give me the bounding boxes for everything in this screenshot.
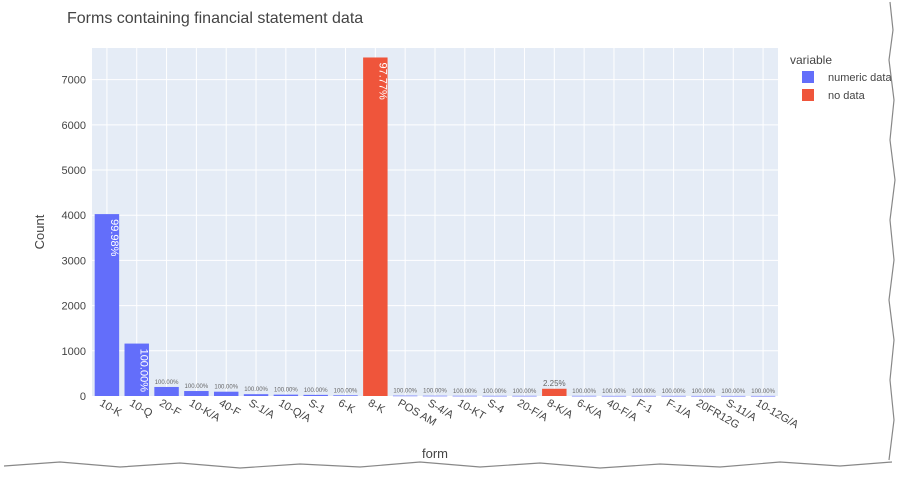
bar-numeric-data[interactable]: [512, 395, 537, 397]
bar-data-label: 100.00%: [393, 389, 417, 395]
x-tick-label: 10-Q: [127, 397, 155, 420]
bar-data-label: 100.00%: [662, 389, 686, 395]
y-tick-label: 6000: [62, 120, 86, 132]
x-tick-label: 10-K/A: [187, 397, 223, 425]
bar-data-label: 100.00%: [632, 389, 656, 395]
bar-data-label: 100.00%: [214, 385, 238, 391]
bar-numeric-data[interactable]: [661, 395, 686, 397]
bar-numeric-data[interactable]: [721, 395, 746, 397]
x-tick-label: 10-K: [97, 397, 124, 419]
x-tick-label: S-1/A: [247, 397, 277, 421]
grid: [92, 48, 778, 396]
bar-data-label: 2.25%: [543, 379, 566, 388]
x-tick-label: S-4: [485, 397, 506, 416]
bar-numeric-data[interactable]: [601, 395, 627, 397]
y-tick-label: 4000: [62, 210, 86, 222]
bar-data-label: 100.00%: [304, 388, 328, 394]
x-tick-label: 6-K: [336, 397, 357, 416]
bar-numeric-data[interactable]: [691, 395, 716, 397]
legend-label-no-data: no data: [828, 90, 866, 102]
bar-numeric-data[interactable]: [452, 395, 478, 397]
bar-numeric-data[interactable]: [571, 395, 597, 397]
x-axis-ticks: 10-K 10-Q 20-F 10-K/A40-F S-1/A 10-Q/AS-1 6-K 8…: [97, 397, 801, 431]
x-tick-label: 20-F: [157, 397, 183, 419]
bar-data-label: 100.00%: [602, 389, 626, 395]
y-axis-label: Count: [32, 214, 47, 249]
y-tick-label: 2000: [62, 301, 86, 313]
torn-edge-bottom: [3, 461, 893, 469]
bar-no-data[interactable]: [363, 57, 388, 397]
y-tick-label: 1000: [62, 346, 86, 358]
bar-inside-label: 99.98%: [108, 219, 120, 257]
x-tick-label: 8-K: [366, 397, 387, 416]
legend-item-numeric-data[interactable]: numeric data: [802, 71, 892, 84]
x-tick-label: F-1/A: [664, 397, 694, 421]
bar-data-label: 100.00%: [513, 389, 537, 395]
x-tick-label: 10-KT: [455, 397, 487, 423]
y-tick-label: 5000: [62, 165, 86, 177]
bar-numeric-data[interactable]: [184, 391, 209, 396]
bar-numeric-data[interactable]: [750, 395, 776, 397]
legend-swatch-no-data: [802, 89, 814, 101]
bar-numeric-data[interactable]: [422, 395, 448, 397]
bar-labels: 100.00% 100.00% 100.00% 100.00% 100.00% 100.0…: [108, 62, 776, 394]
bar-data-label: 100.00%: [423, 389, 447, 395]
bar-data-label: 100.00%: [185, 384, 209, 390]
y-tick-label: 0: [80, 391, 86, 403]
x-axis-label: form: [422, 446, 448, 461]
x-tick-label: 8-K/A: [545, 397, 575, 421]
bar-data-label: 100.00%: [155, 380, 179, 386]
bar-data-label: 100.00%: [334, 388, 358, 394]
bar-numeric-data[interactable]: [213, 391, 239, 396]
y-tick-label: 7000: [62, 75, 86, 87]
legend-swatch-numeric-data: [802, 71, 814, 83]
x-tick-label: 10-12G/A: [754, 397, 801, 431]
bar-numeric-data[interactable]: [482, 395, 507, 397]
bar-no-data[interactable]: [542, 388, 567, 396]
bar-data-label: 100.00%: [751, 389, 775, 395]
x-tick-label: 10-Q/A: [276, 397, 313, 425]
bar-data-label: 100.00%: [453, 389, 477, 395]
bar-data-label: 100.00%: [692, 389, 716, 395]
chart-title: Forms containing financial statement dat…: [67, 10, 363, 27]
bar-data-label: 100.00%: [721, 389, 745, 395]
bar-numeric-data[interactable]: [333, 395, 358, 396]
y-tick-label: 3000: [62, 255, 86, 267]
bar-data-label: 100.00%: [274, 388, 298, 394]
legend-title: variable: [790, 53, 832, 67]
bar-numeric-data[interactable]: [154, 386, 179, 396]
bar-numeric-data[interactable]: [392, 395, 418, 397]
bar-data-label: 100.00%: [244, 387, 268, 393]
bar-inside-label: 100.00%: [138, 349, 150, 393]
legend-label-numeric-data: numeric data: [828, 72, 892, 84]
bar-numeric-data[interactable]: [243, 394, 269, 396]
bar-numeric-data[interactable]: [273, 394, 299, 396]
bar-numeric-data[interactable]: [303, 394, 328, 396]
y-axis-ticks: 0 1000 2000 3000 4000 5000 6000 7000: [62, 75, 86, 403]
x-tick-label: 20-F/A: [515, 397, 550, 424]
bar-inside-label: 97.77%: [376, 62, 388, 100]
x-tick-label: 40-F/A: [604, 397, 639, 424]
bar-data-label: 100.00%: [483, 389, 507, 395]
legend-item-no-data[interactable]: no data: [802, 89, 866, 102]
torn-edge-right: [888, 1, 896, 461]
bar-numeric-data[interactable]: [631, 395, 657, 397]
x-tick-label: 6-K/A: [575, 397, 605, 421]
bar-numeric-data[interactable]: [124, 343, 149, 396]
bar-data-label: 100.00%: [572, 389, 596, 395]
legend: variable numeric data no data: [790, 53, 892, 102]
bar-numeric-data[interactable]: [94, 214, 120, 396]
bars: [94, 57, 776, 397]
